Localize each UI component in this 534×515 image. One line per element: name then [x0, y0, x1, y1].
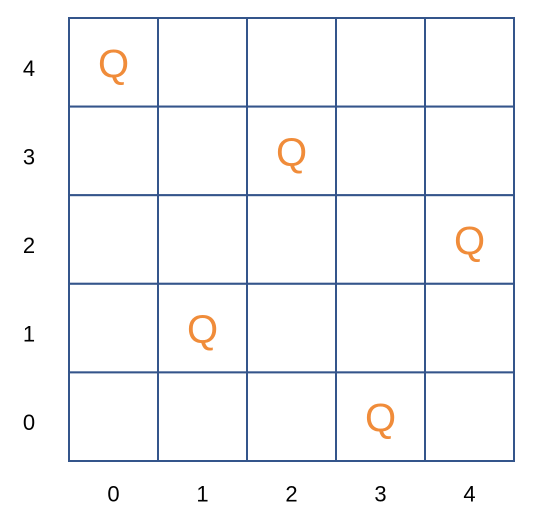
board-cell-r1-c2: [246, 282, 337, 374]
board-cell-r2-c2: [246, 194, 337, 285]
board-cell-r3-c2: [246, 105, 337, 197]
queen-layer: Q Q Q Q Q: [98, 42, 485, 440]
queen-r4-c0: Q: [98, 42, 129, 86]
board-cell-r3-c4: [424, 105, 515, 197]
board-cell-r0-c1: [157, 371, 248, 462]
board-cell-r1-c0: [68, 282, 159, 374]
board-cell-r0-c3: [335, 371, 426, 462]
board-cell-r2-c1: [157, 194, 248, 285]
row-axis-labels: 4 3 2 1 0: [23, 56, 35, 435]
board-cell-r1-c4: [424, 282, 515, 374]
column-label: 3: [374, 482, 386, 507]
board-grid: [68, 17, 515, 462]
queen-r3-c2: Q: [276, 131, 307, 175]
board-cell-r2-c3: [335, 194, 426, 285]
row-label: 2: [23, 233, 35, 258]
row-label: 4: [23, 56, 35, 81]
column-label: 0: [107, 482, 119, 507]
board-cell-r0-c0: [68, 371, 159, 462]
row-label: 0: [23, 410, 35, 435]
board-cell-r3-c3: [335, 105, 426, 197]
column-label: 2: [285, 482, 297, 507]
queen-r0-c3: Q: [365, 397, 396, 441]
board-cell-r4-c4: [424, 17, 515, 108]
queen-r2-c4: Q: [454, 220, 485, 264]
board-cell-r1-c3: [335, 282, 426, 374]
board-cell-r4-c3: [335, 17, 426, 108]
board-cell-r4-c2: [246, 17, 337, 108]
board-cell-r3-c1: [157, 105, 248, 197]
board-cell-r2-c0: [68, 194, 159, 285]
column-label: 1: [196, 482, 208, 507]
board-cell-r0-c4: [424, 371, 515, 462]
board-cell-r4-c0: [68, 17, 159, 108]
column-axis-labels: 0 1 2 3 4: [107, 482, 475, 507]
row-label: 1: [23, 322, 35, 347]
board-cell-r0-c2: [246, 371, 337, 462]
column-label: 4: [463, 482, 475, 507]
queen-r1-c1: Q: [187, 308, 218, 352]
board-cell-r4-c1: [157, 17, 248, 108]
row-label: 3: [23, 144, 35, 169]
board-cell-r3-c0: [68, 105, 159, 197]
